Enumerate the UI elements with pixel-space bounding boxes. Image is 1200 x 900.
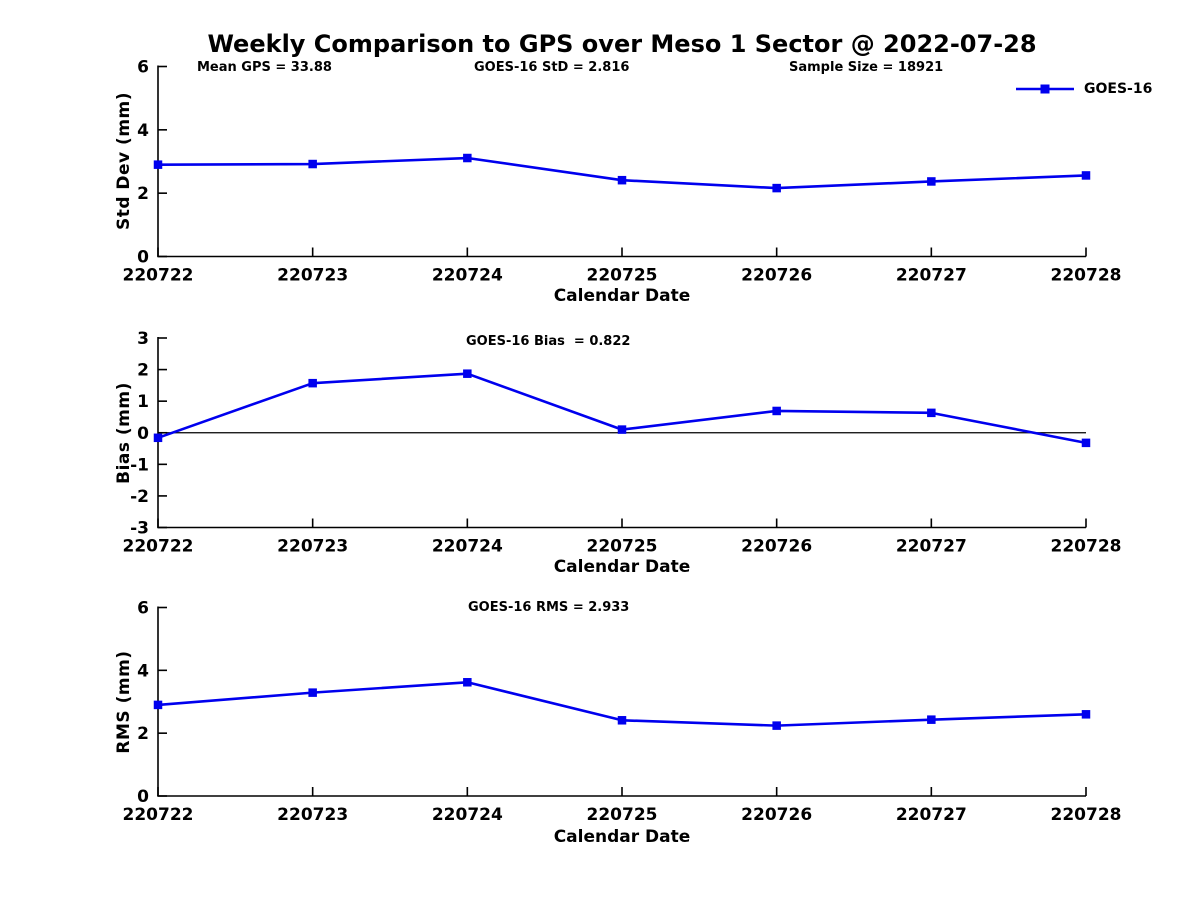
legend-label: GOES-16 [1084, 81, 1153, 97]
x-tick-label: 220728 [1051, 805, 1122, 825]
y-tick-label: 1 [137, 392, 149, 412]
x-tick-label: 220723 [277, 537, 348, 557]
x-tick-label: 220725 [587, 266, 658, 286]
x-tick-label: 220723 [277, 805, 348, 825]
y-tick-label: -1 [130, 455, 149, 475]
rms-chart: 0 2 4 6 220722 220723 220724 220725 220726 220727… [123, 599, 1122, 826]
x-tick-label: 220726 [741, 537, 812, 557]
rms-chart-title: GOES-16 RMS = 2.933 [468, 600, 630, 615]
y-tick-label: -3 [130, 519, 149, 539]
data-point-marker [308, 159, 317, 169]
y-tick-label: 3 [137, 329, 149, 349]
data-point-marker [927, 408, 936, 418]
stddev-x-axis-label: Calendar Date [553, 286, 691, 306]
y-tick-label: 4 [137, 661, 149, 681]
bias-x-axis-label: Calendar Date [553, 557, 691, 577]
data-point-marker [463, 678, 472, 687]
figure-title: Weekly Comparison to GPS over Meso 1 Sec… [207, 30, 1037, 58]
data-point-marker [772, 183, 781, 193]
legend-marker [1040, 84, 1050, 94]
rms-x-axis-label: Calendar Date [553, 827, 691, 847]
y-tick-label: 0 [137, 424, 149, 444]
x-tick-label: 220726 [741, 266, 812, 286]
data-point-marker [617, 425, 627, 434]
data-point-marker [617, 716, 627, 725]
data-point-marker [153, 160, 163, 169]
x-tick-label: 220727 [896, 266, 967, 286]
y-tick-label: 4 [137, 121, 149, 141]
data-point-marker [772, 721, 781, 730]
x-tick-label: 220724 [432, 805, 503, 825]
x-tick-label: 220727 [896, 805, 967, 825]
annotation-sample-size: Sample Size = 18921 [789, 60, 944, 75]
x-tick-label: 220726 [741, 805, 812, 825]
data-point-marker [1081, 171, 1091, 180]
y-tick-label: 6 [137, 599, 149, 619]
data-point-marker [308, 688, 317, 697]
y-tick-label: 2 [137, 184, 149, 204]
x-tick-label: 220727 [896, 537, 967, 557]
x-tick-label: 220722 [123, 805, 194, 825]
legend: GOES-16 [1014, 80, 1152, 98]
x-tick-label: 220724 [432, 537, 503, 557]
bias-chart-title: GOES-16 Bias = 0.822 [466, 334, 631, 349]
data-point-marker [772, 406, 781, 416]
y-tick-label: 6 [137, 58, 149, 78]
x-tick-label: 220722 [123, 266, 194, 286]
y-tick-label: 2 [137, 361, 149, 381]
data-point-marker [1081, 710, 1091, 719]
y-tick-label: 2 [137, 724, 149, 744]
y-tick-label: -2 [130, 487, 149, 507]
x-tick-label: 220728 [1051, 537, 1122, 557]
x-tick-label: 220724 [432, 266, 503, 286]
x-tick-label: 220725 [587, 805, 658, 825]
y-tick-label: 0 [137, 248, 149, 268]
data-point-marker [463, 153, 472, 163]
x-tick-label: 220723 [277, 266, 348, 286]
data-point-marker [617, 175, 627, 185]
legend-line-marker-icon [1016, 84, 1074, 94]
x-tick-label: 220722 [123, 537, 194, 557]
data-point-marker [927, 715, 936, 724]
data-point-marker [1081, 438, 1091, 448]
bias-chart: -3 -2 -1 0 1 2 3 220722 220723 220724 220725 220726… [123, 329, 1122, 557]
x-tick-label: 220728 [1051, 266, 1122, 286]
y-tick-label: 0 [137, 787, 149, 807]
annotation-goes16-std: GOES-16 StD = 2.816 [474, 60, 630, 75]
data-point-marker [308, 378, 317, 388]
data-point-marker [463, 369, 472, 378]
data-point-marker [153, 433, 163, 443]
x-tick-label: 220725 [587, 537, 658, 557]
annotation-mean-gps: Mean GPS = 33.88 [197, 60, 332, 75]
data-point-marker [927, 177, 936, 186]
data-point-marker [153, 700, 163, 710]
stddev-chart: 0 2 4 6 220722 220723 220724 220725 220726 220727… [123, 58, 1122, 286]
